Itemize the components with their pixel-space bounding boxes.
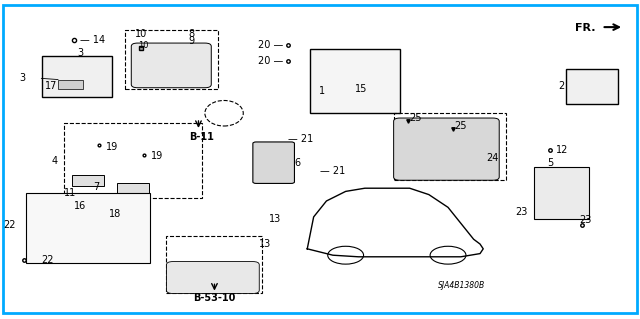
Text: 20 —: 20 — xyxy=(258,56,283,66)
Text: 24: 24 xyxy=(486,153,499,163)
Text: 10: 10 xyxy=(134,29,147,40)
Text: 4: 4 xyxy=(52,156,58,166)
Text: 25: 25 xyxy=(454,121,467,131)
Text: B-53-10: B-53-10 xyxy=(193,293,236,303)
Text: 3: 3 xyxy=(20,73,26,83)
Bar xyxy=(125,30,218,89)
FancyBboxPatch shape xyxy=(42,56,112,97)
FancyBboxPatch shape xyxy=(131,43,211,88)
Bar xyxy=(166,236,262,293)
Text: 16: 16 xyxy=(74,201,86,211)
Text: — 21: — 21 xyxy=(288,134,314,144)
Text: 10: 10 xyxy=(138,41,148,50)
Text: 17: 17 xyxy=(45,81,57,91)
Text: 19: 19 xyxy=(150,151,163,161)
Bar xyxy=(58,80,83,89)
FancyBboxPatch shape xyxy=(26,193,150,263)
Text: 15: 15 xyxy=(355,84,367,94)
Text: 3: 3 xyxy=(77,48,83,58)
FancyBboxPatch shape xyxy=(310,49,400,113)
Text: 2: 2 xyxy=(558,81,564,91)
Text: 23: 23 xyxy=(516,207,528,217)
Text: SJA4B1380B: SJA4B1380B xyxy=(438,281,486,290)
Text: 6: 6 xyxy=(294,158,301,168)
Text: 23: 23 xyxy=(579,215,591,225)
FancyBboxPatch shape xyxy=(394,118,499,180)
Text: — 14: — 14 xyxy=(80,35,105,45)
Text: 5: 5 xyxy=(547,158,554,168)
FancyBboxPatch shape xyxy=(253,142,294,183)
FancyBboxPatch shape xyxy=(534,167,589,219)
Text: 13: 13 xyxy=(269,213,281,224)
Text: B-11: B-11 xyxy=(189,132,214,142)
FancyBboxPatch shape xyxy=(166,262,259,293)
Text: 25: 25 xyxy=(410,113,422,123)
FancyBboxPatch shape xyxy=(72,175,104,186)
Text: 20 —: 20 — xyxy=(258,40,283,50)
Text: 22: 22 xyxy=(4,220,16,230)
Text: 18: 18 xyxy=(109,209,121,219)
Text: 11: 11 xyxy=(64,188,76,198)
Text: 8: 8 xyxy=(189,29,195,40)
Text: 9: 9 xyxy=(189,36,195,47)
Text: 12: 12 xyxy=(556,145,568,155)
Text: 22: 22 xyxy=(42,255,54,265)
Text: 19: 19 xyxy=(106,142,118,152)
Bar xyxy=(64,123,202,198)
Text: 1: 1 xyxy=(319,86,325,96)
FancyBboxPatch shape xyxy=(117,183,148,194)
Text: — 21: — 21 xyxy=(320,166,346,176)
Text: 13: 13 xyxy=(259,239,271,249)
Text: 7: 7 xyxy=(93,182,99,192)
FancyBboxPatch shape xyxy=(566,69,618,104)
Text: FR.: FR. xyxy=(575,23,595,33)
Bar xyxy=(394,113,506,180)
